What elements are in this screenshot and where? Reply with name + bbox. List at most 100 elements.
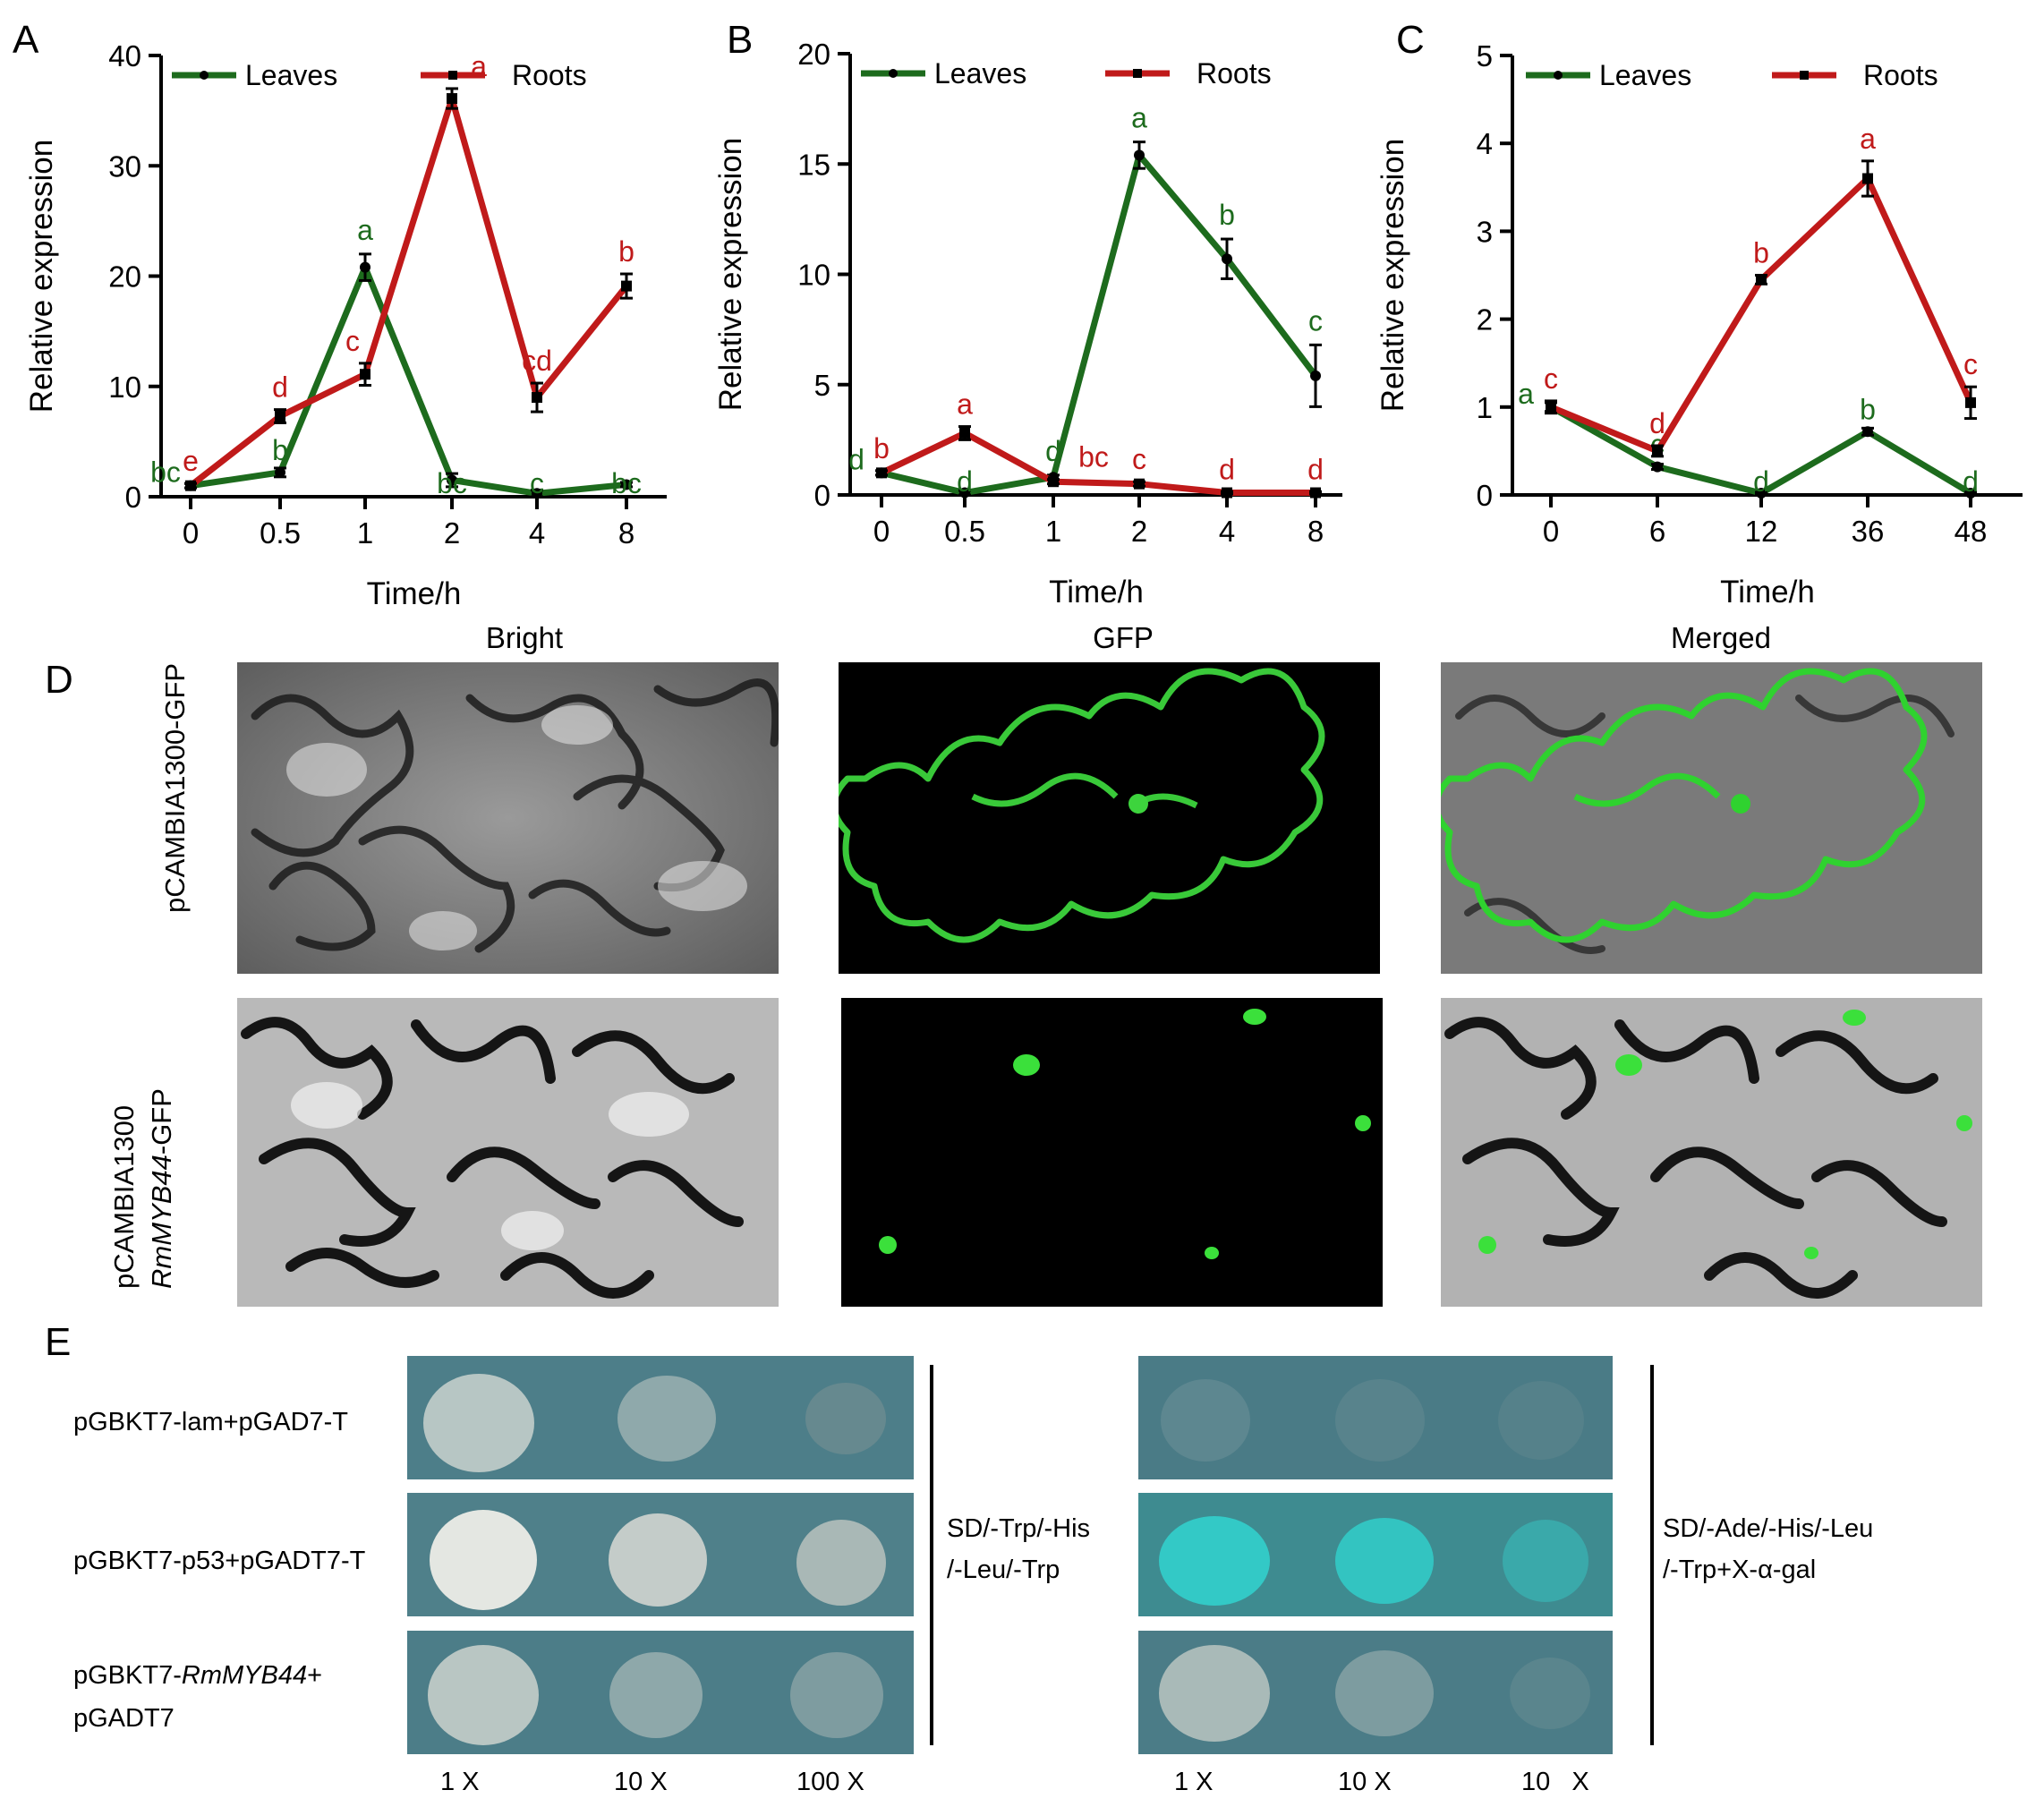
chart-c-series-roots-point	[1965, 396, 1976, 408]
chart-b-series-roots-significance-label: d	[1307, 453, 1324, 485]
chart-c-series-leaves-legend-label: Leaves	[1599, 59, 1691, 91]
chart-c-y-axis-label: Relative expression	[1375, 139, 1410, 412]
chart-a-x-tick-label: 0.5	[260, 516, 301, 550]
chart-b-series-leaves-significance-label: a	[1131, 102, 1147, 134]
chart-c-y-tick-label: 5	[1477, 39, 1493, 72]
chart-c-series-leaves-point	[1652, 461, 1663, 473]
condition-right-line1: SD/-Ade/-His/-Leu	[1663, 1514, 1874, 1543]
chart-b-series-leaves-point	[1134, 149, 1145, 161]
y2h-row-label-test-line1: pGBKT7-RmMYB44+	[73, 1654, 322, 1697]
dilution-left-2: 10 X	[614, 1768, 668, 1796]
chart-a-y-axis-label: Relative expression	[24, 140, 59, 413]
chart-a-series-roots-significance-label: cd	[522, 345, 552, 377]
bright-image-construct	[237, 998, 779, 1307]
condition-left-line1: SD/-Trp/-His	[947, 1514, 1091, 1543]
column-title-merged: Merged	[1671, 621, 1771, 654]
chart-a-y-tick-label: 30	[108, 149, 141, 183]
panel-letter-c: C	[1396, 18, 1425, 62]
chart-b-series-leaves-significance-label: d	[1045, 435, 1061, 467]
chart-c-series-roots-legend-marker	[1800, 71, 1809, 80]
chart-c-series-roots-point	[1862, 173, 1873, 184]
gfp-image-construct	[841, 998, 1383, 1307]
chart-a-series-roots-significance-label: e	[183, 445, 199, 477]
column-title-bright: Bright	[485, 621, 564, 654]
row-label-construct-line1: pCAMBIA1300	[108, 1104, 140, 1289]
y2h-row-label-test-line2: pGADT7	[73, 1704, 175, 1733]
chart-b-x-tick-label: 0.5	[944, 515, 985, 548]
chart-c-y-tick-label: 3	[1477, 215, 1493, 248]
chart-b-y-tick-label: 15	[797, 148, 830, 181]
dilution-right-3: 10 X	[1521, 1768, 1589, 1796]
chart-b-x-tick-label: 1	[1045, 515, 1061, 548]
chart-c-x-tick-label: 48	[1955, 515, 1988, 548]
chart-a-series-roots-significance-label: c	[345, 325, 360, 357]
chart-b-series-roots-point	[1134, 478, 1145, 490]
chart-c-y-tick-label: 0	[1477, 479, 1493, 512]
chart-b-y-tick-label: 10	[797, 259, 830, 292]
chart-b-series-roots-point	[959, 427, 970, 439]
chart-b-series-leaves-point	[1222, 253, 1232, 265]
condition-right: SD/-Ade/-His/-Leu /-Trp+X-α-gal	[1663, 1508, 1873, 1590]
chart-b-x-tick-label: 0	[873, 515, 890, 548]
chart-a-series-leaves-point	[275, 466, 285, 478]
y2h-label-gene: RmMYB44	[181, 1661, 308, 1690]
chart-c-series-leaves-significance-label: d	[1753, 465, 1769, 498]
chart-a-series-roots-point	[360, 369, 370, 380]
chart-b-y-axis-label: Relative expression	[713, 138, 748, 411]
chart-b-series-roots-significance-label: a	[957, 388, 973, 421]
chart-a-series-leaves-point	[447, 474, 457, 486]
merged-image-construct	[1441, 998, 1982, 1307]
chart-a-series-roots-point	[447, 93, 457, 105]
condition-left-line2: /-Leu/-Trp	[947, 1556, 1060, 1584]
divider-left	[930, 1365, 933, 1745]
chart-b-series-leaves-significance-label: c	[1308, 304, 1323, 337]
chart-c-x-tick-label: 36	[1852, 515, 1885, 548]
chart-a-series-leaves-significance-label: a	[357, 214, 373, 246]
chart-a-series-roots-significance-label: b	[618, 235, 634, 268]
gfp-image-control	[839, 662, 1380, 974]
y2h-label-suffix: +	[307, 1661, 323, 1690]
chart-b-series-roots-significance-label: c	[1132, 443, 1146, 475]
chart-a-series-roots-line	[188, 95, 629, 489]
chart-b-y-tick-label: 0	[814, 479, 830, 512]
chart-a-series-roots-point	[275, 411, 285, 422]
chart-a-series-roots-point	[621, 280, 632, 292]
chart-a-series-leaves-legend-label: Leaves	[245, 59, 337, 91]
chart-c-series-roots-significance-label: c	[1963, 348, 1978, 380]
chart-a-x-axis-label: Time/h	[367, 576, 462, 611]
chart-c-series-roots-point	[1546, 401, 1556, 413]
chart-c-series-roots-significance-label: c	[1544, 362, 1558, 395]
chart-b-series-roots-point	[876, 467, 887, 479]
chart-a-x-tick-label: 8	[618, 516, 634, 550]
plate-left-positive	[407, 1493, 914, 1616]
chart-a-series-roots-point	[532, 392, 542, 404]
y2h-row-label-negative: pGBKT7-lam+pGAD7-T	[73, 1408, 349, 1436]
chart-a-series-leaves-line	[190, 264, 627, 497]
panel-letter-e: E	[45, 1320, 72, 1364]
column-title-gfp: GFP	[1093, 621, 1154, 654]
chart-a-x-tick-label: 1	[357, 516, 373, 550]
chart-c-series-roots-significance-label: d	[1649, 407, 1665, 439]
chart-b-series-leaves-significance-label: d	[848, 443, 864, 475]
chart-c-y-tick-label: 1	[1477, 391, 1493, 424]
chart-c-x-tick-label: 0	[1543, 515, 1559, 548]
chart-a-y-tick-label: 10	[108, 371, 141, 404]
chart-b-x-axis-label: Time/h	[1049, 575, 1144, 609]
chart-c-series-leaves-point	[1965, 488, 1976, 499]
merged-image-control	[1441, 662, 1982, 974]
chart-a-series-leaves-point	[532, 488, 542, 499]
chart-c-x-axis-label: Time/h	[1720, 575, 1815, 609]
chart-a-y-tick-label: 20	[108, 260, 141, 294]
dilution-left-3: 100 X	[796, 1768, 864, 1796]
y2h-row-label-test: pGBKT7-RmMYB44+ pGADT7	[73, 1654, 322, 1740]
chart-b-series-leaves-significance-label: b	[1219, 199, 1235, 231]
chart-a-x-tick-label: 4	[529, 516, 545, 550]
chart-b-series-leaves-legend-label: Leaves	[934, 57, 1026, 89]
chart-b-series-leaves-legend-marker	[889, 69, 898, 78]
condition-right-line2: /-Trp+X-α-gal	[1663, 1556, 1817, 1584]
chart-c-series-leaves-significance-label: b	[1860, 393, 1876, 425]
row-label-gene: RmMYB44	[146, 1155, 177, 1289]
chart-b-series-roots-line	[880, 430, 1316, 497]
chart-a-series-leaves-significance-label: b	[272, 434, 288, 466]
